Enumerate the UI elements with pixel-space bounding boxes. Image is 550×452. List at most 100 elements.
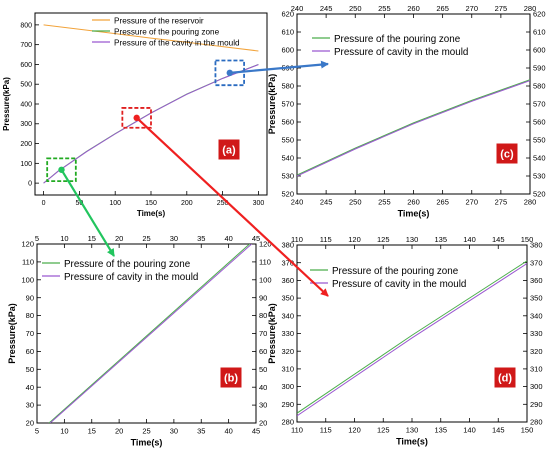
y-tick-label: 100 (21, 275, 34, 284)
series-line-2 (297, 263, 527, 417)
y-tick-label: 120 (21, 240, 34, 249)
y-tick-label: 60 (26, 347, 34, 356)
y-tick-label: 340 (281, 311, 294, 320)
x-tick-label-top: 40 (224, 234, 232, 243)
y-tick-label: 560 (281, 118, 294, 127)
y-tick-label: 330 (281, 329, 294, 338)
y-tick-label-right: 290 (530, 400, 543, 409)
panel-c: 240 240 245 245 250 250 255 255 260 260 265 265 270 2… (267, 4, 546, 219)
y-tick-label: 0 (28, 181, 32, 188)
y-tick-label-right: 340 (530, 311, 543, 320)
y-tick-label: 110 (22, 258, 34, 267)
zoom-box-c (214, 59, 245, 87)
y-axis-label: Pressure(kPa) (267, 74, 277, 135)
x-tick-label: 40 (224, 427, 232, 436)
x-tick-label: 120 (348, 426, 361, 435)
x-tick-label-top: 5 (35, 234, 39, 243)
plot-frame (36, 243, 257, 424)
y-tick-label-right: 50 (259, 365, 267, 374)
y-tick-label-right: 610 (533, 28, 546, 37)
y-tick-label: 30 (26, 401, 34, 410)
x-tick-label: 130 (406, 426, 419, 435)
y-tick-label-right: 580 (533, 82, 546, 91)
x-tick-label: 5 (35, 427, 39, 436)
x-tick-label: 150 (145, 200, 157, 207)
x-tick-label-top: 275 (495, 4, 508, 13)
x-tick-label: 30 (170, 427, 178, 436)
y-tick-label: 300 (20, 121, 32, 128)
x-tick-label: 280 (524, 198, 537, 207)
panel-a: 0 50 100 150 200 250 300 0 100 200 300 400 500 600 700… (2, 12, 268, 218)
x-tick-label: 240 (291, 198, 304, 207)
x-tick-label-top: 30 (170, 234, 178, 243)
x-tick-label-top: 15 (88, 234, 96, 243)
x-tick-label-top: 115 (320, 235, 332, 244)
y-tick-label-right: 70 (259, 329, 267, 338)
x-tick-label: 135 (434, 426, 447, 435)
x-tick-label: 250 (217, 200, 229, 207)
x-tick-label-top: 265 (436, 4, 449, 13)
panel-label-box (493, 366, 517, 389)
panel-label-box (495, 142, 519, 165)
y-tick-label: 500 (20, 82, 32, 89)
x-tick-label: 0 (42, 200, 46, 207)
y-tick-label: 570 (281, 100, 294, 109)
y-tick-label-right: 520 (533, 190, 546, 199)
series-line-2 (297, 80, 530, 177)
y-tick-label-right: 90 (259, 293, 267, 302)
y-tick-label: 310 (281, 365, 294, 374)
x-tick-label: 300 (253, 200, 265, 207)
x-tick-label: 25 (142, 427, 150, 436)
x-tick-label: 125 (377, 426, 390, 435)
y-tick-label: 350 (281, 294, 294, 303)
x-tick-label: 255 (378, 198, 391, 207)
zoom-arrow-b (60, 169, 115, 257)
y-tick-label: 70 (26, 329, 34, 338)
x-tick-label-top: 10 (60, 234, 68, 243)
legend-entry: Pressure of cavity in the mould (334, 47, 468, 58)
y-tick-label-right: 30 (259, 401, 267, 410)
x-axis-label: Time(s) (131, 438, 163, 448)
zoom-arrows (58, 60, 329, 297)
y-tick-label-right: 530 (533, 172, 546, 181)
x-tick-label: 100 (109, 200, 121, 207)
y-tick-label: 540 (281, 154, 294, 163)
y-tick-label: 50 (26, 365, 34, 374)
y-tick-label-right: 350 (530, 294, 543, 303)
x-tick-label-top: 140 (463, 235, 476, 244)
x-tick-label-top: 245 (320, 4, 333, 13)
series-line-2 (49, 244, 252, 423)
x-tick-label: 275 (495, 198, 508, 207)
y-tick-label: 300 (281, 382, 294, 391)
y-tick-label-right: 40 (259, 383, 267, 392)
x-tick-label-top: 120 (348, 235, 361, 244)
legend-entry: Pressure of cavity in the mould (64, 272, 198, 283)
x-tick-label: 15 (88, 427, 96, 436)
y-tick-label-right: 370 (530, 258, 543, 267)
x-tick-label-top: 135 (434, 235, 447, 244)
y-tick-label: 370 (281, 258, 294, 267)
panel-label: (a) (222, 145, 236, 157)
y-tick-label: 550 (281, 136, 294, 145)
series-group (297, 79, 530, 177)
x-tick-label: 140 (463, 426, 476, 435)
y-tick-label-right: 280 (530, 418, 543, 427)
y-tick-label-right: 540 (533, 154, 546, 163)
x-tick-label-top: 280 (524, 4, 537, 13)
panel-label-box (217, 138, 241, 161)
x-tick-label: 50 (75, 200, 83, 207)
x-tick-label: 265 (436, 198, 449, 207)
series-group (297, 260, 527, 417)
y-tick-label: 600 (281, 46, 294, 55)
y-tick-label-right: 560 (533, 118, 546, 127)
y-tick-label: 580 (281, 82, 294, 91)
x-tick-label: 110 (291, 426, 303, 435)
zoom-box-b (46, 157, 77, 183)
x-tick-label-top: 250 (349, 4, 362, 13)
y-tick-label: 90 (26, 293, 34, 302)
panel-label: (b) (224, 373, 238, 385)
panel-label: (d) (498, 373, 512, 385)
y-tick-label-right: 600 (533, 46, 546, 55)
x-tick-label-top: 110 (291, 235, 303, 244)
